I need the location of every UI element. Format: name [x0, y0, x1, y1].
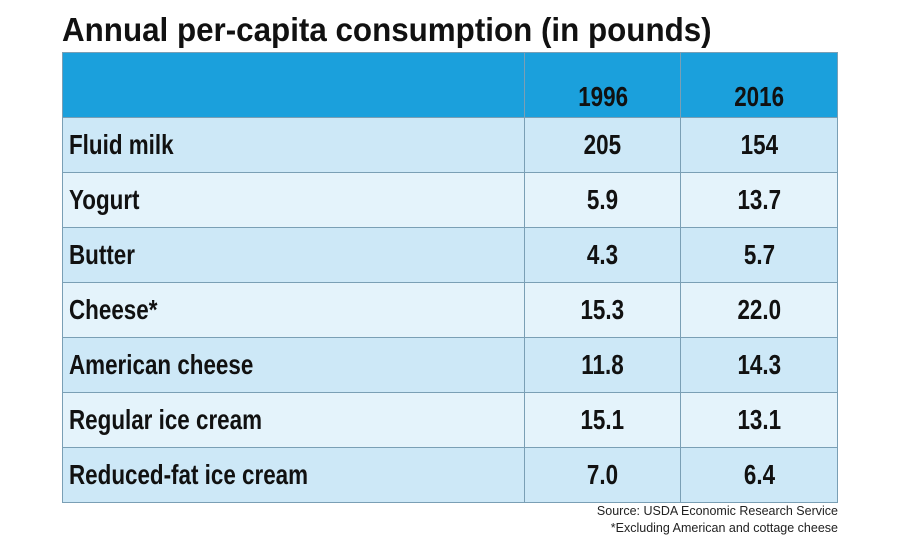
title-box: Annual per-capita consumption (in pounds… [62, 10, 838, 50]
value-cell: 205 [523, 117, 682, 173]
title: Annual per-capita consumption (in pounds… [62, 11, 712, 48]
value-cell: 13.7 [680, 172, 838, 228]
row-label: Reduced-fat ice cream [69, 459, 309, 490]
cell-value: 15.3 [580, 294, 625, 325]
row-label: Butter [69, 239, 135, 270]
row-label-cell: Butter [62, 227, 525, 283]
cell-value: 205 [583, 129, 622, 160]
cell-value: 4.3 [587, 239, 619, 270]
column-header: 1996 [577, 81, 628, 112]
footnote: *Excluding American and cottage cheese [610, 521, 838, 535]
value-cell: 15.3 [523, 282, 682, 338]
table-row: Reduced-fat ice cream 7.0 6.4 [62, 447, 838, 503]
cell-value: 13.1 [737, 404, 782, 435]
cell-value: 15.1 [580, 404, 625, 435]
row-label: Regular ice cream [69, 404, 262, 435]
cell-value: 6.4 [743, 459, 775, 490]
table-row: Cheese* 15.3 22.0 [62, 282, 838, 338]
value-cell: 5.7 [680, 227, 838, 283]
value-cell: 5.9 [523, 172, 682, 228]
value-cell: 7.0 [523, 447, 682, 503]
value-cell: 13.1 [680, 392, 838, 448]
source: Source: USDA Economic Research Service [596, 504, 838, 518]
table-row: American cheese 11.8 14.3 [62, 337, 838, 393]
row-label-cell: American cheese [62, 337, 525, 393]
row-label-cell: Reduced-fat ice cream [62, 447, 525, 503]
value-cell: 4.3 [523, 227, 682, 283]
cell-value: 14.3 [737, 349, 782, 380]
table-row: Butter 4.3 5.7 [62, 227, 838, 283]
cell-value: 11.8 [581, 349, 624, 380]
value-cell: 154 [680, 117, 838, 173]
cell-value: 154 [740, 129, 778, 160]
row-label-cell: Fluid milk [62, 117, 525, 173]
table-row: Regular ice cream 15.1 13.1 [62, 392, 838, 448]
value-cell: 22.0 [680, 282, 838, 338]
value-cell: 11.8 [523, 337, 682, 393]
cell-value: 13.7 [737, 184, 782, 215]
table-row: Fluid milk 205 154 [62, 117, 838, 173]
row-label-cell: Cheese* [62, 282, 525, 338]
header-cell: 1996 [523, 52, 682, 118]
row-label-cell: Regular ice cream [62, 392, 525, 448]
column-header: 2016 [734, 81, 785, 112]
cell-value: 5.7 [743, 239, 775, 270]
header-cell [62, 52, 525, 118]
cell-value: 7.0 [587, 459, 619, 490]
header-cell: 2016 [680, 52, 838, 118]
value-cell: 14.3 [680, 337, 838, 393]
table-row: Yogurt 5.9 13.7 [62, 172, 838, 228]
row-label: Fluid milk [69, 129, 174, 160]
row-label: Yogurt [69, 184, 140, 215]
cell-value: 5.9 [587, 184, 619, 215]
value-cell: 15.1 [523, 392, 682, 448]
row-label: Cheese* [69, 294, 158, 325]
consumption-table: 1996 2016 Fluid milk 205 154 Yogurt 5.9 13.7 But… [62, 52, 838, 503]
cell-value: 22.0 [737, 294, 782, 325]
header-row: 1996 2016 [62, 52, 838, 118]
row-label: American cheese [69, 349, 254, 380]
row-label-cell: Yogurt [62, 172, 525, 228]
value-cell: 6.4 [680, 447, 838, 503]
